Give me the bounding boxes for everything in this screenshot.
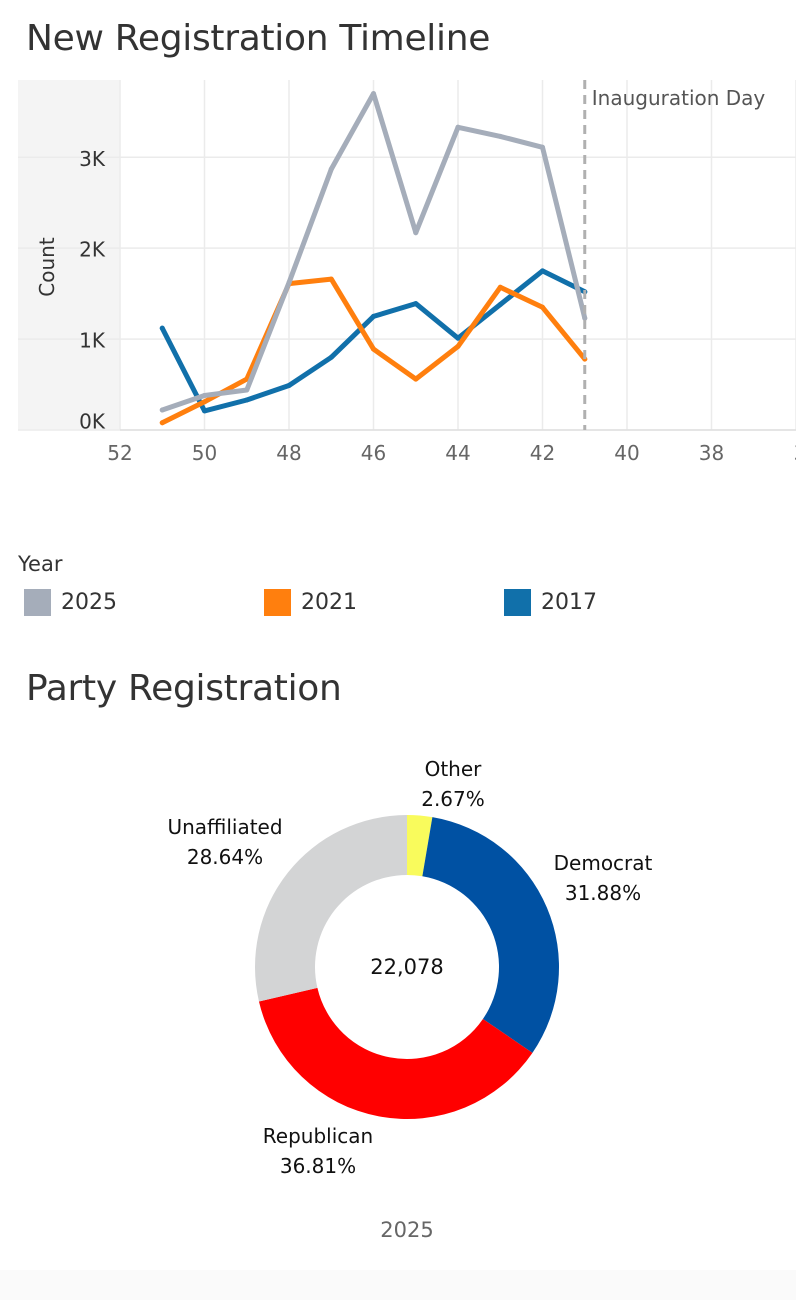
x-tick-label: 50 [192, 441, 217, 465]
x-tick-label: 46 [361, 441, 386, 465]
data-point-2025 [582, 315, 588, 321]
data-point-2017 [455, 335, 461, 341]
data-point-2017 [202, 408, 207, 414]
data-point-2025 [286, 280, 292, 286]
data-point-2017 [371, 313, 376, 319]
slice-percent-unaffiliated: 28.64% [187, 845, 263, 869]
x-tick-label: 40 [614, 441, 639, 465]
legend-label-2017: 2017 [541, 589, 597, 615]
slice-percent-other: 2.67% [421, 787, 485, 811]
x-tick-label: 38 [699, 441, 724, 465]
legend-item-2017[interactable]: 2017 [498, 588, 597, 616]
y-axis-title: Count [35, 237, 59, 297]
slice-label-unaffiliated: Unaffiliated [167, 815, 282, 839]
data-point-2021 [371, 346, 376, 352]
data-point-2021 [328, 276, 334, 282]
data-point-2017 [328, 354, 334, 360]
x-tick-label: 3 [794, 441, 796, 465]
y-tick-label: 3K [79, 147, 106, 171]
data-point-2017 [286, 382, 292, 388]
donut-center-total: 22,078 [370, 955, 443, 979]
slice-label-republican: Republican [263, 1124, 373, 1148]
x-tick-label: 44 [445, 441, 470, 465]
data-point-2021 [497, 284, 503, 290]
data-point-2017 [540, 268, 545, 274]
y-axis-band [18, 80, 120, 430]
x-tick-label: 48 [276, 441, 301, 465]
data-point-2017 [244, 397, 250, 403]
data-point-2021 [540, 304, 545, 310]
legend-swatch-2017 [504, 588, 531, 616]
slice-unaffiliated [255, 815, 407, 1002]
slice-label-democrat: Democrat [554, 851, 653, 875]
data-point-2021 [413, 376, 419, 382]
slice-other [407, 815, 433, 877]
inauguration-label: Inauguration Day [592, 86, 766, 110]
year-legend: Year 2025 2021 2017 [18, 550, 778, 620]
donut-caption: 2025 [380, 1218, 433, 1242]
data-point-2017 [413, 301, 419, 307]
legend-item-2025[interactable]: 2025 [18, 588, 117, 616]
legend-swatch-2025 [24, 588, 51, 616]
y-tick-label: 2K [79, 238, 106, 262]
y-tick-label: 0K [79, 410, 106, 434]
data-point-2021 [202, 399, 207, 405]
data-point-2017 [159, 325, 165, 331]
slice-republican [258, 987, 533, 1119]
legend-label-2021: 2021 [301, 589, 357, 615]
legend-title: Year [18, 552, 63, 576]
data-point-2025 [244, 387, 250, 393]
data-point-2021 [159, 420, 165, 426]
slice-democrat [422, 817, 559, 1053]
data-point-2025 [202, 392, 207, 398]
legend-swatch-2021 [264, 588, 291, 616]
legend-label-2025: 2025 [61, 589, 117, 615]
line-chart-title: New Registration Timeline [26, 18, 491, 59]
data-point-2025 [328, 166, 334, 172]
data-point-2017 [497, 302, 503, 308]
data-point-2025 [413, 230, 419, 236]
data-point-2025 [497, 133, 503, 139]
party-donut-chart: Other 2.67% Democrat 31.88% Republican 36.81%… [167, 757, 653, 1242]
data-point-2021 [455, 343, 461, 349]
slice-label-other: Other [425, 757, 483, 781]
footer-band [0, 1270, 796, 1300]
x-tick-label: 42 [530, 441, 555, 465]
line-chart: 0K 1K 2K 3K 52 50 48 46 44 42 40 38 3 Count Inaugurati… [18, 80, 796, 465]
data-point-2025 [540, 144, 545, 150]
y-tick-label: 1K [79, 329, 106, 353]
legend-item-2021[interactable]: 2021 [258, 588, 357, 616]
data-point-2025 [455, 124, 461, 130]
data-point-2025 [371, 91, 376, 97]
x-tick-label: 52 [107, 441, 132, 465]
pie-chart-title: Party Registration [26, 668, 342, 709]
slice-percent-republican: 36.81% [280, 1154, 356, 1178]
data-point-2025 [159, 407, 165, 413]
slice-percent-democrat: 31.88% [565, 881, 641, 905]
